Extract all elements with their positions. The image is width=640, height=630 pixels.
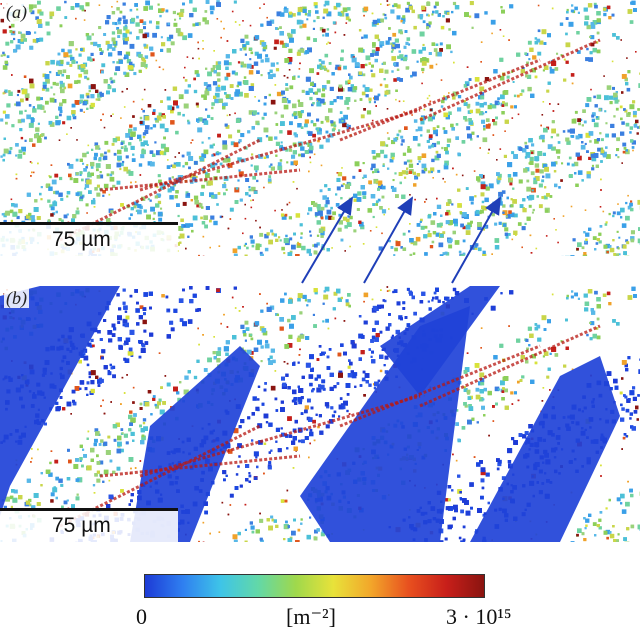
scalebar-a: 75 µm xyxy=(0,222,178,256)
colorbar-gradient xyxy=(144,574,485,598)
colorbar-legend: 0 [m⁻²] 3 · 10¹⁵ xyxy=(0,560,640,628)
panel-label-b: (b) xyxy=(4,288,29,308)
scalebar-b: 75 µm xyxy=(0,508,178,542)
colorbar-unit-label: [m⁻²] xyxy=(286,604,336,630)
map-panel-b: (b) 75 µm xyxy=(0,286,640,542)
panel-label-a: (a) xyxy=(4,2,29,22)
dislocation-density-map-b xyxy=(0,286,640,542)
scalebar-line-b xyxy=(0,508,178,511)
colorbar-max-label: 3 · 10¹⁵ xyxy=(446,604,512,630)
colorbar-min-label: 0 xyxy=(136,604,147,630)
map-panel-a: (a) 75 µm xyxy=(0,0,640,256)
scalebar-label-b: 75 µm xyxy=(52,514,111,538)
scalebar-label-a: 75 µm xyxy=(52,228,111,252)
grain-texture xyxy=(0,286,640,542)
grain-texture xyxy=(0,0,640,256)
scalebar-line-a xyxy=(0,222,178,225)
dislocation-density-map-a xyxy=(0,0,640,256)
